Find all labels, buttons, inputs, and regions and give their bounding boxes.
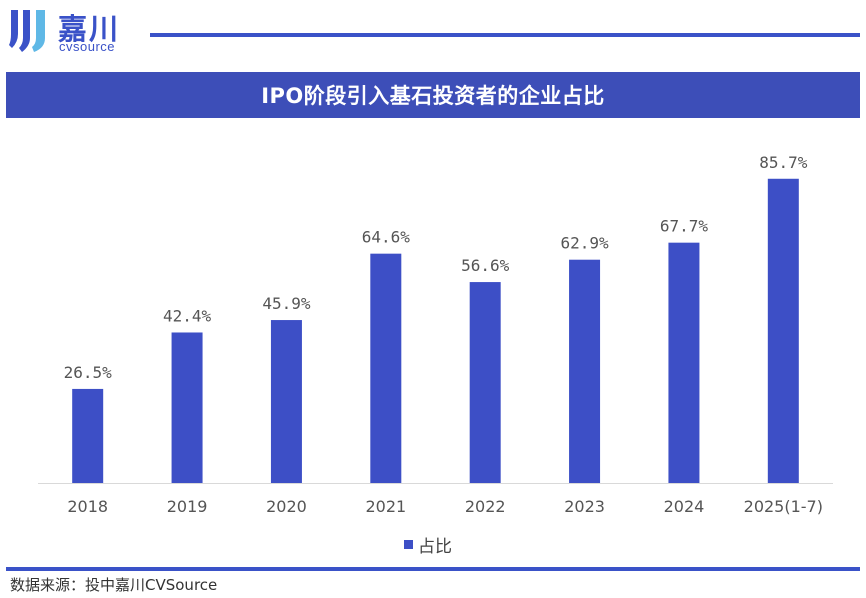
bar-2024 xyxy=(668,242,700,483)
legend-label: 占比 xyxy=(418,536,452,557)
value-label-2020: 45.9% xyxy=(262,294,311,313)
value-label-2023: 62.9% xyxy=(560,234,609,253)
x-tick-label-2023: 2023 xyxy=(564,497,605,516)
brand-name-en: cvsource xyxy=(59,39,116,54)
x-tick-label-2025(1-7): 2025(1-7) xyxy=(744,497,823,516)
bar-2022 xyxy=(469,282,501,483)
value-label-2024: 67.7% xyxy=(660,217,709,236)
value-label-2018: 26.5% xyxy=(64,363,113,382)
bar-2021 xyxy=(370,253,402,483)
brand-logo: 嘉川 cvsource xyxy=(8,6,148,54)
bar-2025(1-7) xyxy=(767,178,799,483)
brand-name-cn: 嘉川 xyxy=(58,12,121,46)
value-label-2025(1-7): 85.7% xyxy=(759,153,808,172)
bar-2018 xyxy=(72,388,104,483)
value-label-2019: 42.4% xyxy=(163,306,212,325)
bar-2023 xyxy=(569,259,601,483)
chart-legend: 占比 xyxy=(404,532,452,557)
footer-divider xyxy=(6,567,860,571)
x-tick-label-2019: 2019 xyxy=(167,497,208,516)
value-label-2021: 64.6% xyxy=(362,228,411,247)
x-tick-label-2024: 2024 xyxy=(664,497,705,516)
bar-2019 xyxy=(171,332,203,483)
x-tick-label-2021: 2021 xyxy=(365,497,406,516)
x-tick-label-2022: 2022 xyxy=(465,497,506,516)
data-source: 数据来源：投中嘉川CVSource xyxy=(10,576,218,594)
logo-mark-icon xyxy=(9,10,45,52)
x-tick-label-2018: 2018 xyxy=(67,497,108,516)
chart-title-bar: IPO阶段引入基石投资者的企业占比 xyxy=(6,72,860,118)
bar-2020 xyxy=(270,320,302,483)
x-tick-label-2020: 2020 xyxy=(266,497,307,516)
header-divider xyxy=(150,33,860,37)
legend-swatch xyxy=(404,539,413,549)
value-label-2022: 56.6% xyxy=(461,256,510,275)
chart-title: IPO阶段引入基石投资者的企业占比 xyxy=(261,84,605,108)
